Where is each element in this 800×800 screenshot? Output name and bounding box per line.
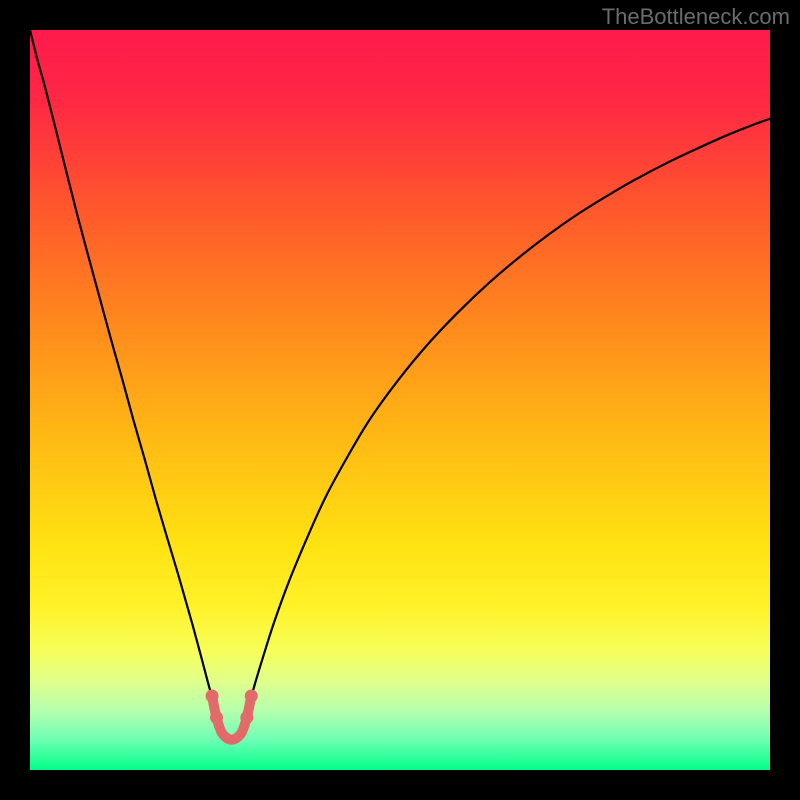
dip-marker-dot-3	[245, 690, 258, 703]
dip-marker-dot-2	[240, 711, 253, 724]
dip-marker-dot-1	[210, 711, 223, 724]
chart-stage: TheBottleneck.com	[0, 0, 800, 800]
watermark-text: TheBottleneck.com	[602, 4, 790, 30]
plot-background	[30, 30, 770, 770]
chart-svg	[0, 0, 800, 800]
dip-marker-dot-0	[206, 690, 219, 703]
